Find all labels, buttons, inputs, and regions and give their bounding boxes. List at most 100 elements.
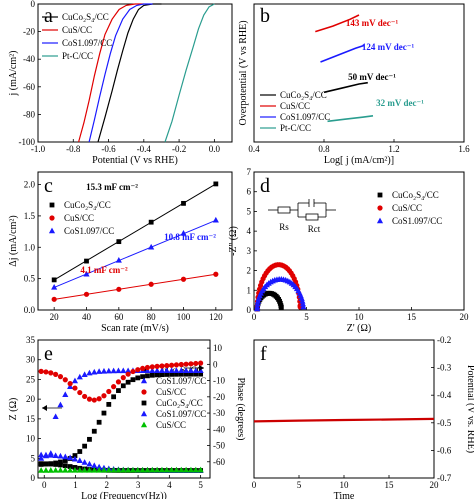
- panel-d-xtick-label: 5: [304, 312, 309, 322]
- panel-d-legend-marker: [376, 217, 384, 224]
- panel-f-xtick-label: 20: [430, 480, 440, 490]
- panel-f-xtick-label: 10: [340, 480, 350, 490]
- panel-f-ytick-label: -0.4: [437, 390, 452, 400]
- panel-e-ytick-label: 15: [26, 414, 36, 424]
- panel-e-data-point: [47, 467, 54, 473]
- panel-c-data-point: [51, 283, 58, 290]
- panel-a-ytick-label: -100: [19, 137, 36, 147]
- panel-e-data-point: [57, 452, 64, 459]
- panel-c-xtick-label: 100: [177, 312, 191, 322]
- panel-a-legend-label: CuCo₂S₄/CC: [62, 12, 109, 22]
- panel-e-ytick-right-label: 0: [213, 359, 218, 369]
- panel-a-ytick-label: -40: [23, 54, 35, 64]
- panel-e-legend-label: CoS1.097/CC: [156, 409, 206, 419]
- panel-d-legend-marker: [377, 205, 383, 211]
- panel-e-data-point: [82, 443, 88, 449]
- panel-e-data-point: [71, 455, 79, 462]
- panel-a-ytick-label: 0: [31, 0, 36, 9]
- panel-c-xlabel: Scan rate (mV/s): [101, 323, 169, 334]
- panel-d-data-point: [254, 303, 261, 310]
- panel-b-xlabel: Log[ j (mA/cm²)]: [324, 155, 394, 166]
- panel-e-legend-marker: [140, 410, 148, 417]
- panel-c-ylabel: Δj (mA/cm²): [8, 215, 19, 266]
- panel-f-series-line: [253, 417, 435, 423]
- panel-a-xtick-label: -0.4: [137, 144, 152, 154]
- panel-e-ytick-label: 25: [26, 374, 36, 384]
- panel-e-data-point: [183, 466, 190, 473]
- panel-b-series-line: [320, 44, 365, 63]
- panel-e-data-point: [86, 369, 93, 376]
- panel-e-data-point: [43, 369, 49, 375]
- panel-e-data-point: [47, 451, 54, 458]
- panel-b-xtick-label: 1.6: [458, 144, 470, 154]
- panel-e-data-point: [144, 466, 151, 473]
- panel-c-legend-label: CuS/CC: [64, 213, 94, 223]
- panel-e-xtick-label: 2: [105, 480, 110, 490]
- panel-a-xtick-label: 0.0: [209, 144, 221, 154]
- panel-e-left-axis-arrowhead: [42, 405, 47, 411]
- panel-f-xlabel: Time: [334, 491, 355, 499]
- panel-e-data-point: [86, 466, 93, 473]
- panel-c-fit-line: [53, 183, 217, 281]
- panel-e-right-axis-arrowhead: [199, 365, 204, 371]
- panel-e-ytick-right-label: -50: [213, 441, 225, 451]
- panel-e-data-point: [38, 467, 45, 473]
- panel-e-legend-label: CuCo₂S₄/CC: [156, 398, 203, 408]
- panel-e-data-point: [76, 457, 83, 464]
- panel-f-ylabel: Potential (V vs. RHE): [465, 365, 474, 453]
- panel-e-ytick-label: 35: [26, 335, 36, 345]
- panel-a-xtick-label: -0.6: [101, 144, 116, 154]
- panel-e-data-point: [101, 410, 107, 416]
- panel-b-series-line: [323, 81, 368, 94]
- panel-e-data-point: [159, 363, 165, 369]
- panel-e-ytick-right-label: -60: [213, 457, 225, 467]
- panel-c-data-point: [148, 219, 154, 225]
- panel-a-xtick-label: -0.2: [172, 144, 186, 154]
- panel-e-data-point: [96, 396, 102, 402]
- panel-e-data-point: [96, 466, 103, 473]
- panel-c-legend-marker: [49, 215, 55, 221]
- panel-e-ylabel-right: Phase (degrees): [235, 377, 246, 440]
- panel-e-data-point: [48, 370, 54, 376]
- panel-f-frame: [253, 339, 435, 479]
- panel-c-xtick-label: 60: [114, 312, 124, 322]
- panel-c-data-point: [212, 216, 219, 223]
- panel-b-slope-annotation: 143 mV dec⁻¹: [346, 18, 399, 28]
- panel-e-legend-marker: [141, 389, 147, 395]
- panel-e-data-point: [149, 372, 155, 378]
- panel-c-data-point: [180, 230, 187, 236]
- panel-e-data-point: [130, 377, 136, 383]
- panel-f-ytick-label: -0.7: [437, 473, 452, 483]
- panel-a-series-line: [164, 3, 215, 143]
- panel-e-legend-marker: [140, 377, 148, 384]
- panel-e-data-point: [158, 367, 166, 374]
- panel-c-data-point: [83, 291, 90, 297]
- panel-c-data-point: [213, 181, 219, 187]
- panel-e-data-point: [178, 367, 185, 374]
- panel-e-chart: 0 1 2 3 4 5 0 5 10 15 20 25 30 35 10 0 -10 -20 -30 -40 -50 -6…: [8, 335, 246, 499]
- panel-f-xtick-label: 15: [385, 480, 395, 490]
- panel-e-data-point: [115, 466, 122, 473]
- panel-d-data-point: [278, 304, 284, 310]
- panel-e-data-point: [53, 371, 59, 377]
- panel-e-data-point: [52, 452, 59, 458]
- panel-e-data-point: [111, 384, 117, 390]
- panel-e-data-point: [140, 374, 146, 380]
- panel-e-ytick-right-label: -20: [213, 392, 225, 402]
- panel-c-data-point: [148, 243, 155, 250]
- panel-a-series-line: [88, 3, 153, 143]
- panel-e-data-point: [76, 466, 83, 473]
- circuit-label-rct: Rct: [308, 224, 321, 234]
- panel-e-data-point: [110, 466, 117, 473]
- panel-e-ytick-right-label: 10: [213, 343, 223, 353]
- panel-c-fit-line: [53, 219, 217, 288]
- panel-b-series-line: [315, 14, 360, 33]
- panel-f-xtick-label: 5: [297, 480, 302, 490]
- panel-e-data-point: [91, 428, 97, 434]
- panel-c-capacitance-annotation: 15.3 mF cm⁻²: [86, 182, 138, 192]
- panel-b-series-line: [327, 115, 374, 123]
- panel-e-data-point: [125, 466, 132, 473]
- panel-e-data-point: [48, 461, 54, 467]
- panel-a-chart: -1.0 -0.8 -0.6 -0.4 -0.2 0.0 0 -20 -40 -60 -80 -100…: [8, 0, 233, 166]
- panel-e-xtick-label: 5: [198, 480, 203, 490]
